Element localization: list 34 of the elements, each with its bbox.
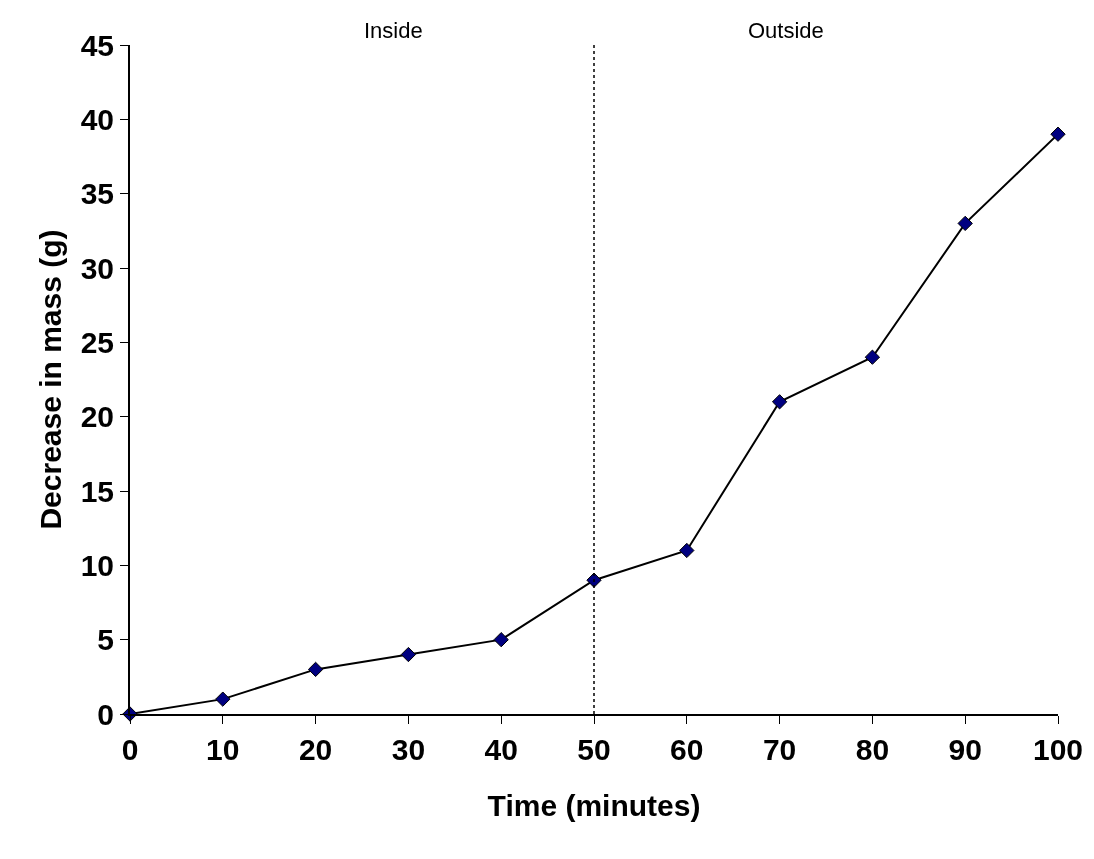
- y-tick-label: 25: [80, 325, 114, 359]
- x-tick-label: 70: [762, 733, 797, 766]
- point: [957, 215, 973, 232]
- point: [215, 691, 231, 707]
- x-tick-label: 80: [855, 733, 890, 766]
- x-tick-label: 90: [948, 733, 982, 766]
- text: Outside: [748, 18, 824, 43]
- x-tick-label: 40: [484, 733, 518, 766]
- y-tick-label: 35: [80, 177, 114, 211]
- y-tick-label: 5: [97, 623, 114, 657]
- x-tick-label: 60: [670, 733, 704, 766]
- point: [307, 661, 324, 678]
- x-tick-label: 0: [121, 733, 139, 766]
- y-tick-label: 15: [80, 474, 114, 508]
- y-tick-label: 0: [97, 697, 114, 731]
- point: [493, 632, 509, 648]
- y-tick-label: 45: [80, 28, 114, 62]
- y-tick-label: 30: [80, 251, 114, 285]
- text: Inside: [364, 18, 423, 43]
- x-tick-label: 100: [1032, 733, 1084, 766]
- point: [771, 394, 788, 410]
- y-tick-label: 40: [80, 102, 114, 136]
- point: [864, 349, 881, 365]
- x-tick-label: 20: [298, 733, 333, 766]
- y-tick-label: 20: [80, 400, 114, 434]
- point: [400, 646, 417, 663]
- point: [1050, 126, 1066, 142]
- x-tick-label: 30: [391, 733, 426, 766]
- x-tick-label: 50: [577, 733, 611, 766]
- x-axis-title: Time (minutes): [487, 789, 701, 822]
- y-tick-label: 10: [80, 548, 114, 582]
- y-axis-title: Decrease in mass (g): [34, 229, 68, 530]
- point: [679, 542, 695, 559]
- x-tick-label: 10: [206, 733, 240, 766]
